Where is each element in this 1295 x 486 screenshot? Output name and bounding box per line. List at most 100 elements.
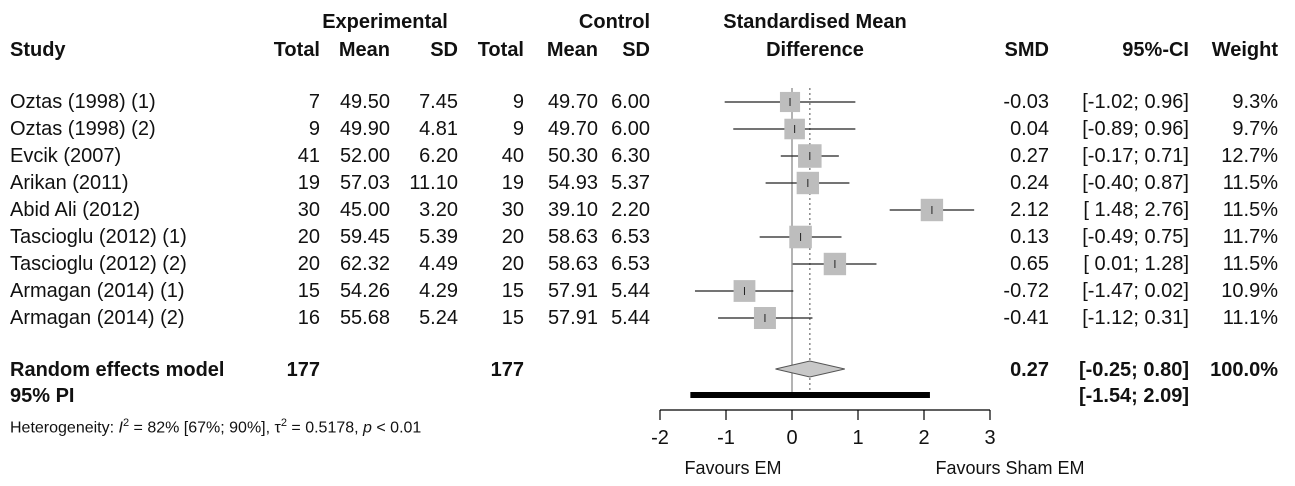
ci-value: [ 0.01; 1.28] [1083, 253, 1189, 275]
c-mean: 50.30 [547, 145, 598, 167]
summary-weight: 100.0% [1210, 359, 1278, 381]
smd-value: -0.72 [1003, 280, 1049, 302]
c-total: 30 [501, 199, 524, 221]
ci-value: [-0.17; 0.71] [1082, 145, 1189, 167]
e-total: 9 [308, 118, 320, 140]
x-tick-label: 2 [918, 427, 929, 449]
weight-header: Weight [1211, 39, 1278, 61]
heterogeneity-prefix: Heterogeneity: [10, 419, 119, 437]
x-tick-label: 3 [984, 427, 995, 449]
e-total: 19 [297, 172, 320, 194]
summary-smd: 0.27 [1010, 359, 1049, 381]
smd-header: SMD [1004, 39, 1049, 61]
e-mean: 52.00 [339, 145, 390, 167]
x-tick-label: -2 [651, 427, 669, 449]
smd-title-line2: Difference [766, 39, 864, 61]
ci-value: [-0.40; 0.87] [1082, 172, 1189, 194]
c-total: 20 [501, 253, 524, 275]
weight-value: 9.7% [1232, 118, 1278, 140]
c-mean: 57.91 [547, 280, 598, 302]
heterogeneity-text: Heterogeneity: I2 = 82% [67%; 90%], τ2 =… [10, 417, 422, 437]
c-mean: 58.63 [547, 253, 598, 275]
ci-header: 95%-CI [1122, 39, 1189, 61]
summary-diamond [775, 360, 845, 378]
favours-right-label: Favours Sham EM [935, 458, 1084, 478]
c-total: 19 [501, 172, 524, 194]
weight-value: 11.5% [1222, 253, 1278, 275]
e-mean: 55.68 [339, 307, 390, 329]
smd-value: -0.03 [1003, 91, 1049, 113]
e-total-header: Total [273, 39, 320, 61]
i2-value: = 82% [67%; 90%], [129, 419, 275, 437]
ci-value: [-0.89; 0.96] [1082, 118, 1189, 140]
study-name: Armagan (2014) (2) [10, 307, 185, 329]
study-name: Oztas (1998) (1) [10, 91, 156, 113]
smd-value: -0.41 [1003, 307, 1049, 329]
e-sd: 4.29 [419, 280, 458, 302]
smd-value: 0.04 [1010, 118, 1049, 140]
study-header: Study [10, 39, 66, 61]
ci-value: [-1.12; 0.31] [1082, 307, 1189, 329]
study-name: Tascioglu (2012) (1) [10, 226, 187, 248]
ci-value: [-1.47; 0.02] [1082, 280, 1189, 302]
smd-title-line1: Standardised Mean [723, 11, 907, 33]
smd-value: 0.24 [1010, 172, 1049, 194]
control-header: Control [578, 11, 650, 33]
weight-value: 10.9% [1221, 280, 1278, 302]
e-sd: 5.39 [419, 226, 458, 248]
e-mean: 57.03 [339, 172, 390, 194]
ci-value: [-0.49; 0.75] [1082, 226, 1189, 248]
c-total: 15 [501, 307, 524, 329]
pi-ci: [-1.54; 2.09] [1078, 385, 1189, 407]
c-mean: 39.10 [547, 199, 598, 221]
e-mean: 54.26 [339, 280, 390, 302]
c-sd: 5.44 [611, 280, 650, 302]
e-sd: 4.49 [419, 253, 458, 275]
c-mean: 57.91 [547, 307, 598, 329]
e-sd: 3.20 [419, 199, 458, 221]
study-name: Armagan (2014) (1) [10, 280, 185, 302]
e-total: 20 [297, 253, 320, 275]
c-total: 9 [512, 91, 524, 113]
c-mean: 49.70 [547, 118, 598, 140]
e-mean: 59.45 [339, 226, 390, 248]
c-sd: 6.53 [611, 253, 650, 275]
weight-value: 12.7% [1221, 145, 1278, 167]
x-tick-label: 0 [786, 427, 797, 449]
c-total-header: Total [477, 39, 524, 61]
weight-value: 11.5% [1222, 199, 1278, 221]
smd-value: 2.12 [1010, 199, 1049, 221]
study-name: Abid Ali (2012) [10, 199, 141, 221]
e-mean: 49.50 [339, 91, 390, 113]
smd-value: 0.13 [1010, 226, 1049, 248]
c-total: 20 [501, 226, 524, 248]
weight-value: 11.5% [1222, 172, 1278, 194]
c-sd-header: SD [622, 39, 650, 61]
summary-ci: [-0.25; 0.80] [1078, 359, 1189, 381]
c-total: 9 [512, 118, 524, 140]
c-sd: 6.30 [611, 145, 650, 167]
e-total: 41 [297, 145, 320, 167]
e-total: 7 [308, 91, 320, 113]
study-name: Arikan (2011) [10, 172, 129, 194]
ci-value: [ 1.48; 2.76] [1083, 199, 1189, 221]
tau2-symbol: τ [274, 419, 281, 437]
c-mean: 49.70 [547, 91, 598, 113]
e-mean: 62.32 [339, 253, 390, 275]
e-sd: 11.10 [409, 172, 458, 194]
weight-value: 9.3% [1232, 91, 1278, 113]
x-tick-label: 1 [852, 427, 863, 449]
c-mean-header: Mean [546, 39, 598, 61]
e-sd: 5.24 [419, 307, 458, 329]
c-sd: 2.20 [611, 199, 650, 221]
study-name: Oztas (1998) (2) [10, 118, 156, 140]
e-sd: 6.20 [419, 145, 458, 167]
weight-value: 11.1% [1222, 307, 1278, 329]
summary-e-total: 177 [286, 359, 320, 381]
smd-value: 0.65 [1010, 253, 1049, 275]
study-name: Evcik (2007) [10, 145, 122, 167]
summary-c-total: 177 [490, 359, 524, 381]
c-total: 15 [501, 280, 524, 302]
e-sd: 4.81 [419, 118, 458, 140]
